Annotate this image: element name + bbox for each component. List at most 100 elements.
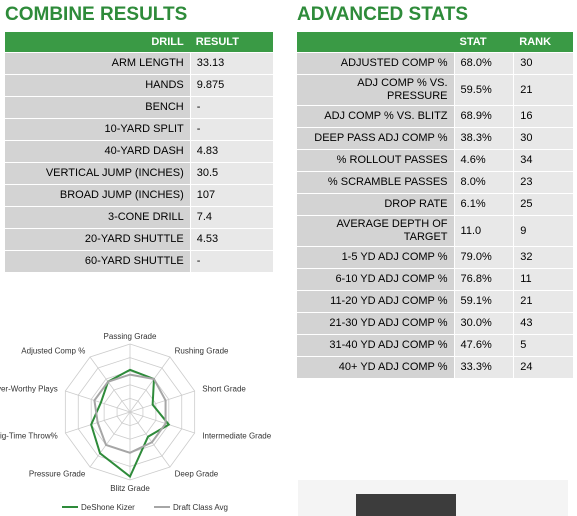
legend-label: DeShone Kizer: [81, 503, 135, 512]
value-cell: 11: [513, 269, 573, 290]
value-cell: 4.6%: [453, 150, 514, 171]
row: % ROLLOUT PASSES 4.6% 34: [297, 150, 573, 171]
value-cell: 11.0: [453, 216, 514, 246]
value-cell: 33.3%: [453, 357, 514, 378]
label-cell: 11-20 YD ADJ COMP %: [297, 291, 454, 312]
value-cell: 32: [513, 247, 573, 268]
value-cell: 30: [513, 53, 573, 74]
row: ARM LENGTH 33.13: [5, 53, 273, 74]
row: ADJ COMP % VS. PRESSURE 59.5% 21: [297, 75, 573, 105]
value-cell: -: [189, 251, 273, 272]
value-cell: 107: [189, 185, 273, 206]
header-row: STAT RANK: [297, 32, 573, 52]
label-cell: ADJ COMP % VS. BLITZ: [297, 106, 454, 127]
axis-label: Passing Grade: [104, 332, 157, 341]
label-cell: 20-YARD SHUTTLE: [5, 229, 190, 250]
label-cell: 31-40 YD ADJ COMP %: [297, 335, 454, 356]
radar-spoke: [89, 356, 131, 413]
combine-title: COMBINE RESULTS: [5, 4, 188, 25]
label-cell: 40-YARD DASH: [5, 141, 190, 162]
value-cell: 24: [513, 357, 573, 378]
advanced-title: ADVANCED STATS: [297, 4, 468, 25]
header-cell: DRILL: [5, 32, 190, 52]
label-cell: 6-10 YD ADJ COMP %: [297, 269, 454, 290]
row: DROP RATE 6.1% 25: [297, 194, 573, 215]
value-cell: 4.53: [189, 229, 273, 250]
value-cell: 6.1%: [453, 194, 514, 215]
axis-label: Intermediate Grade: [202, 431, 271, 440]
axis-label: Short Grade: [202, 385, 246, 394]
value-cell: 9: [513, 216, 573, 246]
value-cell: 59.1%: [453, 291, 514, 312]
value-cell: -: [189, 97, 273, 118]
radar-spoke: [129, 390, 195, 413]
label-cell: AVERAGE DEPTH OF TARGET: [297, 216, 454, 246]
value-cell: 23: [513, 172, 573, 193]
value-cell: 21: [513, 291, 573, 312]
row: 1-5 YD ADJ COMP % 79.0% 32: [297, 247, 573, 268]
legend-label: Draft Class Avg: [173, 503, 228, 512]
label-cell: % ROLLOUT PASSES: [297, 150, 454, 171]
label-cell: ADJ COMP % VS. PRESSURE: [297, 75, 454, 105]
radar-spoke: [129, 356, 171, 413]
value-cell: 30.5: [189, 163, 273, 184]
row: VERTICAL JUMP (INCHES) 30.5: [5, 163, 273, 184]
taskbar: [356, 494, 456, 516]
value-cell: -: [189, 119, 273, 140]
row: 11-20 YD ADJ COMP % 59.1% 21: [297, 291, 573, 312]
label-cell: VERTICAL JUMP (INCHES): [5, 163, 190, 184]
radar-series: [90, 368, 171, 479]
row: BENCH -: [5, 97, 273, 118]
axis-label: Big-Time Throw%: [0, 431, 58, 440]
label-cell: 1-5 YD ADJ COMP %: [297, 247, 454, 268]
row: 3-CONE DRILL 7.4: [5, 207, 273, 228]
row: ADJUSTED COMP % 68.0% 30: [297, 53, 573, 74]
value-cell: 9.875: [189, 75, 273, 96]
combine-table: DRILL RESULT ARM LENGTH 33.13 HANDS 9.875 BENC…: [5, 31, 273, 273]
row: HANDS 9.875: [5, 75, 273, 96]
axis-label: Deep Grade: [175, 469, 219, 478]
axis-label: Rushing Grade: [175, 347, 229, 356]
label-cell: 3-CONE DRILL: [5, 207, 190, 228]
label-cell: DROP RATE: [297, 194, 454, 215]
label-cell: 21-30 YD ADJ COMP %: [297, 313, 454, 334]
label-cell: HANDS: [5, 75, 190, 96]
radar-spoke: [89, 411, 131, 468]
axis-label: Blitz Grade: [110, 484, 150, 493]
value-cell: 16: [513, 106, 573, 127]
axis-label: Pressure Grade: [29, 469, 86, 478]
row: 21-30 YD ADJ COMP % 30.0% 43: [297, 313, 573, 334]
value-cell: 8.0%: [453, 172, 514, 193]
advanced-table: STAT RANK ADJUSTED COMP % 68.0% 30 ADJ COMP %…: [297, 31, 573, 379]
value-cell: 79.0%: [453, 247, 514, 268]
value-cell: 30.0%: [453, 313, 514, 334]
value-cell: 7.4: [189, 207, 273, 228]
value-cell: 76.8%: [453, 269, 514, 290]
value-cell: 33.13: [189, 53, 273, 74]
value-cell: 21: [513, 75, 573, 105]
row: 20-YARD SHUTTLE 4.53: [5, 229, 273, 250]
value-cell: 30: [513, 128, 573, 149]
axis-label: Avoids Turnover-Worthy Plays: [0, 385, 58, 394]
radar-series: [93, 373, 167, 454]
radar-chart: Passing Grade Rushing Grade Short Grade Int…: [0, 332, 272, 512]
row: % SCRAMBLE PASSES 8.0% 23: [297, 172, 573, 193]
value-cell: 38.3%: [453, 128, 514, 149]
taskbar-snippet: [298, 480, 568, 516]
header-cell: STAT: [453, 32, 514, 52]
row: 40+ YD ADJ COMP % 33.3% 24: [297, 357, 573, 378]
header-cell: RESULT: [189, 32, 273, 52]
row: 60-YARD SHUTTLE -: [5, 251, 273, 272]
label-cell: BENCH: [5, 97, 190, 118]
label-cell: BROAD JUMP (INCHES): [5, 185, 190, 206]
radar-spoke: [65, 390, 131, 413]
value-cell: 25: [513, 194, 573, 215]
value-cell: 34: [513, 150, 573, 171]
label-cell: % SCRAMBLE PASSES: [297, 172, 454, 193]
row: 40-YARD DASH 4.83: [5, 141, 273, 162]
axis-label: Adjusted Comp %: [21, 347, 85, 356]
row: AVERAGE DEPTH OF TARGET 11.0 9: [297, 216, 573, 246]
value-cell: 43: [513, 313, 573, 334]
radar-spoke: [129, 411, 195, 434]
